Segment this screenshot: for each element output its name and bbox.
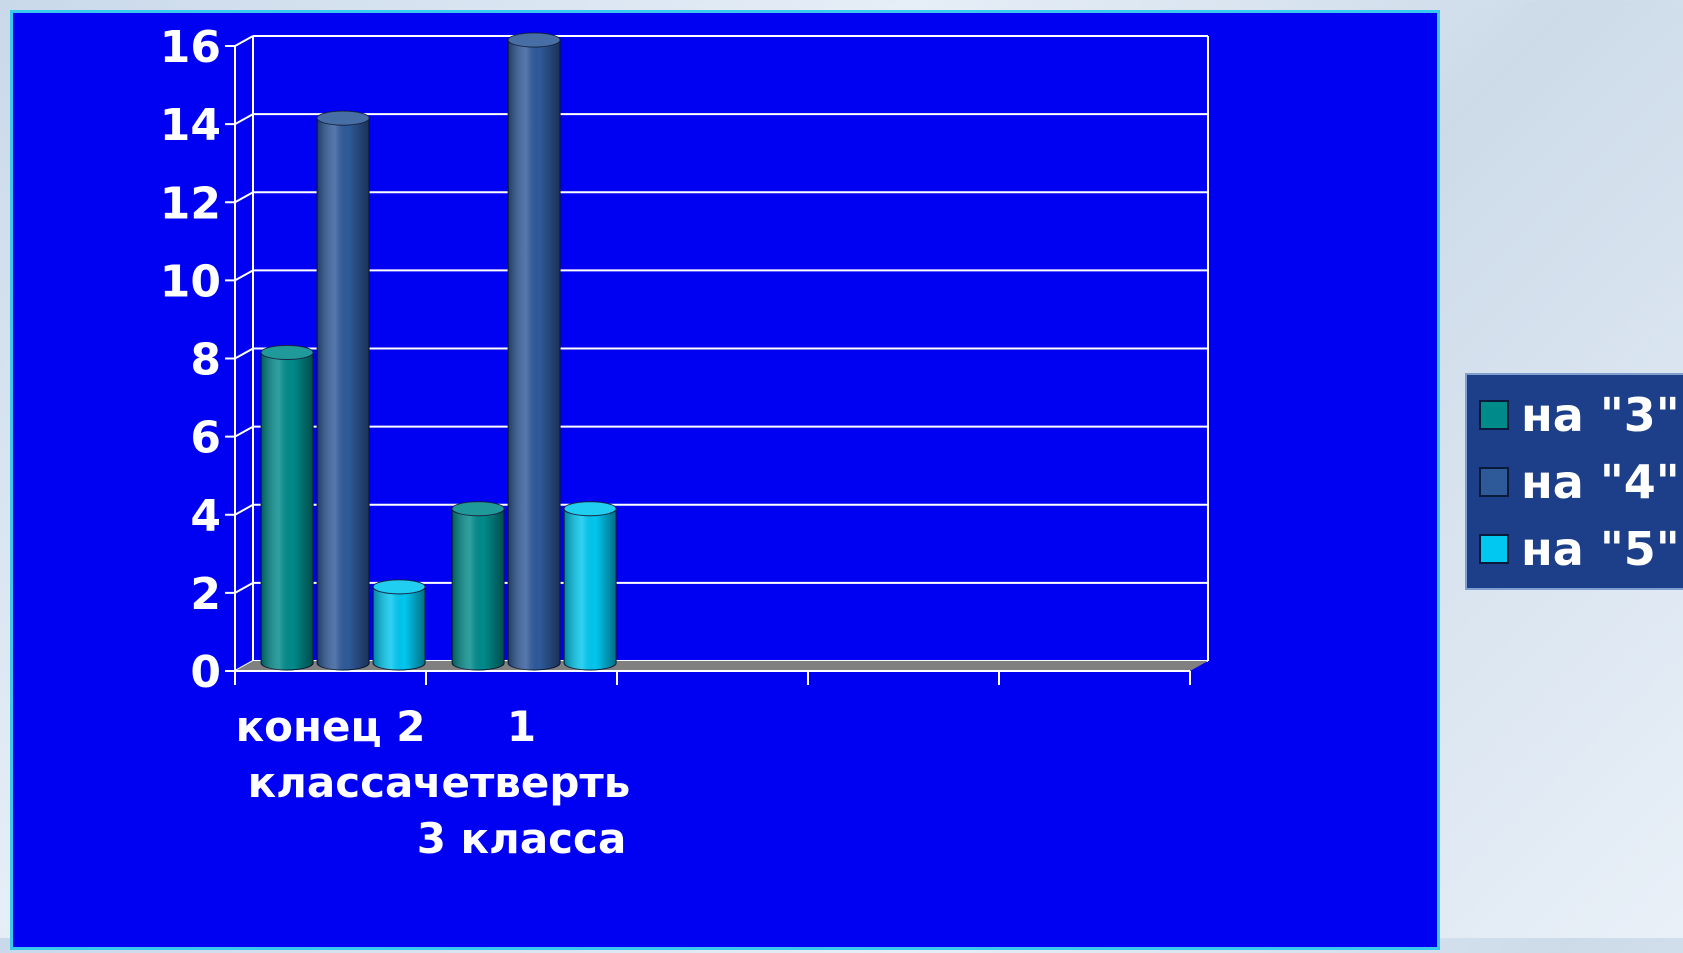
bar-top-1-0 [316, 110, 370, 126]
x-tick-label: 1 [507, 702, 536, 751]
bar-shade-0-1 [452, 508, 505, 670]
bar-top-2-1 [563, 501, 617, 517]
bar-top-highlight-1-1 [508, 33, 561, 47]
side-wall-gridline [234, 269, 254, 282]
bar-top-highlight-2-1 [564, 501, 617, 516]
legend-item-5: на "5" [1479, 515, 1683, 582]
legend-swatch-3 [1479, 399, 1509, 430]
legend-swatch-5 [1479, 533, 1509, 564]
side-wall-gridline [234, 35, 254, 47]
bar-top-highlight-0-0 [261, 345, 314, 360]
bar-shade-2-1 [564, 508, 617, 670]
side-wall-gridline [234, 191, 254, 204]
bar-shade-1-1 [508, 40, 561, 670]
bar-top-0-1 [451, 501, 505, 517]
x-tick-label: четверть [413, 758, 631, 807]
bar-shade-1-0 [317, 118, 370, 670]
legend-label-3: на "3" [1521, 387, 1680, 442]
y-tick-label: 10 [160, 256, 221, 307]
bar-shade-2-0 [373, 586, 426, 670]
x-tick-label: класса [248, 758, 414, 807]
x-tick-label: конец 2 [236, 702, 426, 751]
bar-top-1-1 [507, 32, 561, 48]
bar-top-highlight-1-0 [317, 111, 370, 126]
side-wall-gridline [234, 113, 254, 125]
chart-panel: 0 2 4 6 8 10 12 14 16 конец 2 класса 1 четверть 3 кла… [10, 10, 1440, 950]
bar-top-highlight-2-0 [373, 579, 426, 594]
x-tick-label: 3 класса [417, 814, 627, 863]
legend-item-3: на "3" [1479, 381, 1683, 448]
y-tick-label: 2 [190, 569, 221, 620]
side-wall-gridline [234, 582, 254, 594]
bar-shade-0-0 [261, 352, 314, 670]
legend-item-4: на "4" [1479, 448, 1683, 515]
bar-top-highlight-0-1 [452, 501, 505, 516]
y-tick-label: 16 [160, 22, 221, 73]
y-tick-label: 14 [160, 100, 221, 151]
legend-label-5: на "5" [1521, 521, 1680, 576]
y-tick-label: 4 [190, 491, 221, 542]
y-tick-label: 8 [190, 335, 221, 386]
legend-swatch-4 [1479, 466, 1509, 497]
side-wall-gridline [234, 503, 254, 516]
side-wall-gridline [234, 425, 254, 438]
legend-label-4: на "4" [1521, 454, 1680, 509]
bar-top-2-0 [372, 579, 426, 595]
bar-chart: 0 2 4 6 8 10 12 14 16 конец 2 класса 1 четверть 3 кла… [160, 22, 1209, 863]
y-tick-label: 6 [190, 413, 221, 464]
side-wall-gridline [234, 347, 254, 360]
y-tick-label: 12 [160, 178, 221, 229]
y-tick-label: 0 [190, 647, 221, 698]
bar-top-0-0 [260, 345, 314, 360]
legend: на "3" на "4" на "5" [1465, 373, 1683, 590]
